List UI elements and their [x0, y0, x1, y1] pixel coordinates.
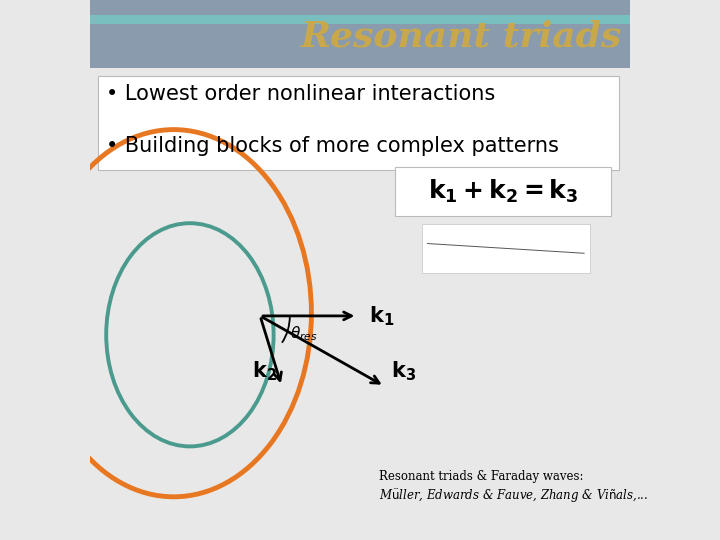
Text: $\mathbf{k_2}$: $\mathbf{k_2}$ [253, 360, 277, 383]
Text: Resonant triads: Resonant triads [301, 20, 622, 53]
Text: $\mathbf{k_1}$: $\mathbf{k_1}$ [369, 304, 395, 328]
Bar [90, 0, 630, 68]
FancyBboxPatch shape [422, 224, 590, 273]
Bar [90, 15, 630, 24]
Text: Resonant triads & Faraday waves:: Resonant triads & Faraday waves: [379, 470, 583, 483]
Text: $\mathbf{k_3}$: $\mathbf{k_3}$ [391, 360, 416, 383]
Text: • Building blocks of more complex patterns: • Building blocks of more complex patter… [107, 136, 559, 156]
Text: • Lowest order nonlinear interactions: • Lowest order nonlinear interactions [107, 84, 495, 105]
Text: M$\ddot{\rm u}$ller, Edwards & Fauve, Zhang & Vi$\tilde{\rm n}$als,...: M$\ddot{\rm u}$ller, Edwards & Fauve, Zh… [379, 488, 648, 505]
FancyBboxPatch shape [395, 167, 611, 216]
Text: $\theta_{res}$: $\theta_{res}$ [289, 324, 318, 343]
FancyBboxPatch shape [98, 76, 619, 170]
Text: $\mathbf{k_1 + k_2 = k_3}$: $\mathbf{k_1 + k_2 = k_3}$ [428, 178, 578, 205]
